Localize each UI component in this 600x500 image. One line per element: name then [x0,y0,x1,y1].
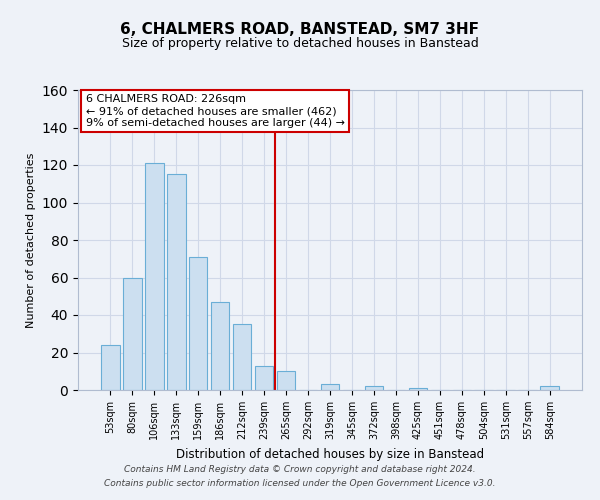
Bar [320,384,340,390]
Text: Contains HM Land Registry data © Crown copyright and database right 2024.
Contai: Contains HM Land Registry data © Crown c… [104,466,496,487]
Bar [365,386,383,390]
Bar [101,345,119,390]
Bar [409,388,427,390]
X-axis label: Distribution of detached houses by size in Banstead: Distribution of detached houses by size … [176,448,484,460]
Text: 6, CHALMERS ROAD, BANSTEAD, SM7 3HF: 6, CHALMERS ROAD, BANSTEAD, SM7 3HF [121,22,479,38]
Bar [167,174,185,390]
Text: Size of property relative to detached houses in Banstead: Size of property relative to detached ho… [122,38,478,51]
Bar [145,163,164,390]
Bar [541,386,559,390]
Text: 6 CHALMERS ROAD: 226sqm
← 91% of detached houses are smaller (462)
9% of semi-de: 6 CHALMERS ROAD: 226sqm ← 91% of detache… [86,94,344,128]
Bar [123,278,142,390]
Bar [211,302,229,390]
Bar [233,324,251,390]
Y-axis label: Number of detached properties: Number of detached properties [26,152,36,328]
Bar [189,257,208,390]
Bar [255,366,274,390]
Bar [277,371,295,390]
